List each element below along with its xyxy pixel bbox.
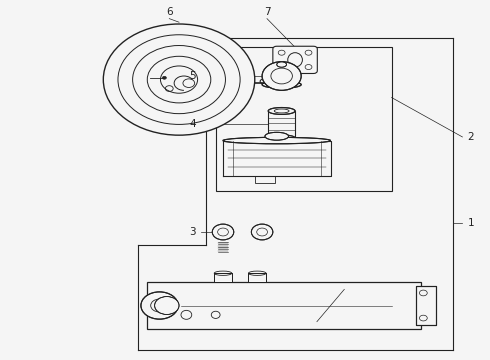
Bar bbox=[248, 273, 266, 282]
Bar bbox=[268, 111, 295, 138]
Bar bbox=[416, 286, 436, 325]
Circle shape bbox=[262, 62, 301, 90]
Bar bbox=[248, 273, 266, 282]
Bar bbox=[147, 282, 421, 329]
Polygon shape bbox=[223, 140, 331, 176]
Ellipse shape bbox=[277, 62, 287, 67]
Circle shape bbox=[251, 224, 273, 240]
Bar bbox=[255, 176, 274, 183]
Ellipse shape bbox=[265, 132, 289, 140]
Bar bbox=[223, 140, 331, 176]
FancyBboxPatch shape bbox=[273, 46, 318, 73]
Ellipse shape bbox=[223, 137, 331, 144]
Ellipse shape bbox=[268, 135, 295, 141]
Text: 2: 2 bbox=[467, 132, 474, 142]
Text: 3: 3 bbox=[190, 227, 196, 237]
Ellipse shape bbox=[268, 108, 295, 114]
Text: 4: 4 bbox=[190, 120, 196, 129]
Bar bbox=[214, 273, 232, 282]
Text: 5: 5 bbox=[190, 71, 196, 81]
Bar bbox=[268, 111, 295, 138]
Bar bbox=[216, 47, 392, 191]
Circle shape bbox=[212, 224, 234, 240]
Circle shape bbox=[162, 76, 166, 79]
Bar bbox=[214, 273, 232, 282]
Circle shape bbox=[103, 24, 255, 135]
Text: 7: 7 bbox=[264, 7, 270, 17]
Text: 6: 6 bbox=[166, 7, 172, 17]
Bar bbox=[147, 282, 421, 329]
Circle shape bbox=[141, 292, 178, 319]
Text: 1: 1 bbox=[467, 218, 474, 228]
Ellipse shape bbox=[262, 81, 301, 88]
Circle shape bbox=[155, 297, 179, 315]
Bar bbox=[416, 286, 436, 325]
